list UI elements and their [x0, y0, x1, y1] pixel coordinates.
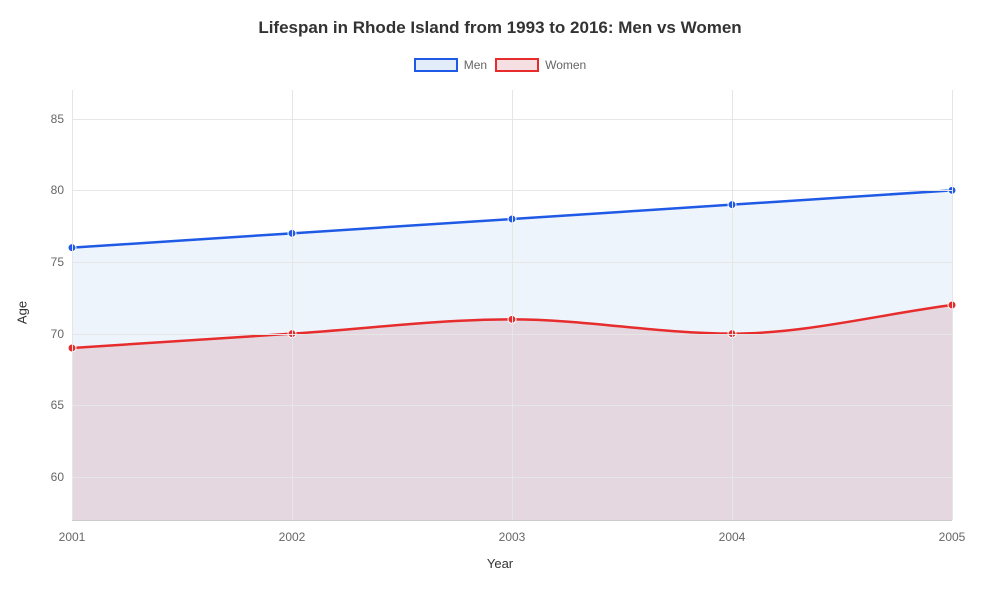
- x-tick-label: 2003: [499, 530, 526, 544]
- x-tick-label: 2001: [59, 530, 86, 544]
- x-tick-label: 2005: [939, 530, 966, 544]
- grid-line-h: [72, 334, 952, 335]
- y-tick-label: 85: [40, 112, 64, 126]
- legend-item-women: Women: [495, 58, 586, 72]
- grid-line-h: [72, 262, 952, 263]
- grid-line-h: [72, 190, 952, 191]
- x-axis-line: [72, 520, 952, 521]
- grid-line-h: [72, 477, 952, 478]
- grid-line-v: [72, 90, 73, 520]
- plot-area: [72, 90, 952, 520]
- grid-line-h: [72, 119, 952, 120]
- y-tick-label: 70: [40, 327, 64, 341]
- chart-title: Lifespan in Rhode Island from 1993 to 20…: [0, 18, 1000, 38]
- grid-line-v: [952, 90, 953, 520]
- grid-line-v: [732, 90, 733, 520]
- x-axis-title: Year: [0, 556, 1000, 571]
- legend-swatch-women: [495, 58, 539, 72]
- x-tick-label: 2004: [719, 530, 746, 544]
- legend: Men Women: [0, 58, 1000, 72]
- chart-container: Lifespan in Rhode Island from 1993 to 20…: [0, 0, 1000, 600]
- y-axis-title: Age: [15, 301, 30, 324]
- legend-label-men: Men: [464, 58, 487, 72]
- y-tick-label: 65: [40, 398, 64, 412]
- legend-item-men: Men: [414, 58, 487, 72]
- grid-line-h: [72, 405, 952, 406]
- y-tick-label: 75: [40, 255, 64, 269]
- legend-swatch-men: [414, 58, 458, 72]
- legend-label-women: Women: [545, 58, 586, 72]
- grid-line-v: [512, 90, 513, 520]
- y-tick-label: 60: [40, 470, 64, 484]
- y-tick-label: 80: [40, 183, 64, 197]
- grid-line-v: [292, 90, 293, 520]
- x-tick-label: 2002: [279, 530, 306, 544]
